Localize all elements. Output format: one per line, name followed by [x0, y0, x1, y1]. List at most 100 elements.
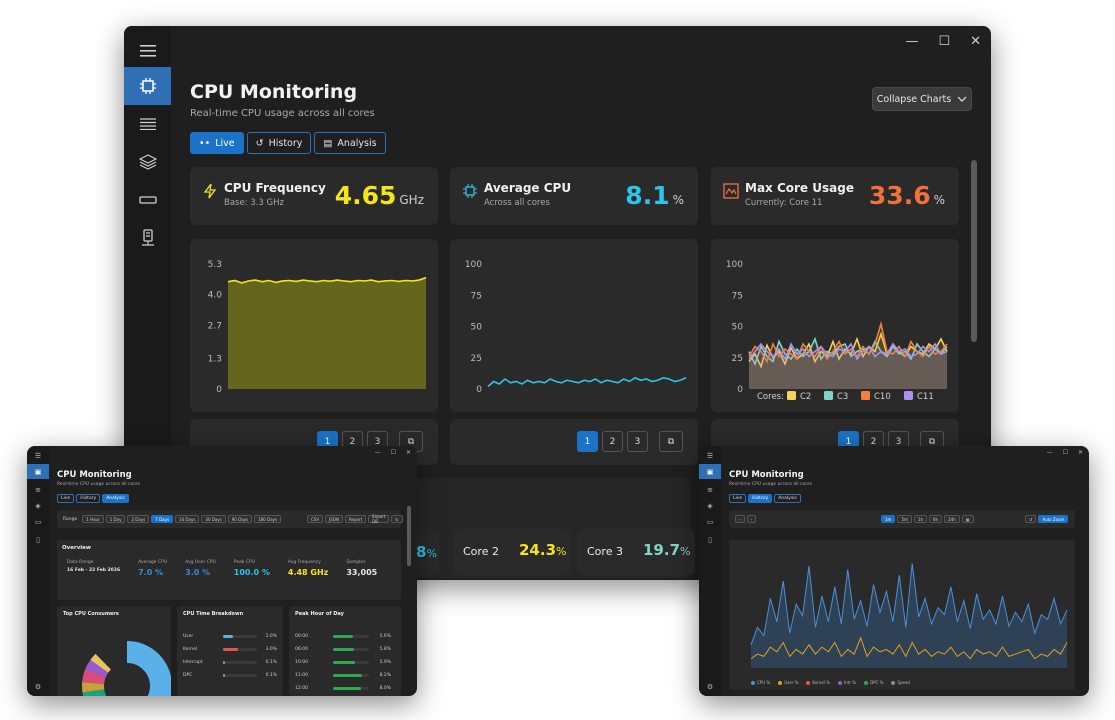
- view-tabs: •• Live ↺ History ▤ Analysis: [190, 132, 386, 154]
- layers-nav-icon[interactable]: ◈: [707, 501, 713, 510]
- overview-title: Overview: [62, 545, 91, 551]
- minimize-icon[interactable]: —: [374, 449, 381, 456]
- range-button[interactable]: 7 Days: [151, 515, 174, 523]
- range-button[interactable]: 14 Days: [175, 515, 200, 523]
- list-nav-icon[interactable]: ≡: [707, 485, 713, 494]
- tab-live[interactable]: Live: [729, 494, 747, 503]
- range-button[interactable]: 1 Hour: [82, 515, 104, 523]
- scrollbar[interactable]: [407, 506, 411, 566]
- tab-live[interactable]: •• Live: [190, 132, 244, 154]
- tab-analysis-label: Analysis: [337, 137, 377, 149]
- refresh-icon[interactable]: ↻: [391, 515, 403, 523]
- span-button[interactable]: 6h: [929, 515, 943, 523]
- hour-value: 5.6%: [379, 634, 391, 639]
- close-icon[interactable]: ✕: [405, 449, 411, 456]
- export-db-button[interactable]: Export DB: [368, 514, 390, 524]
- hamburger-menu-icon[interactable]: [124, 32, 171, 70]
- hour-row: 11:00 8.2%: [295, 669, 391, 682]
- tab-history[interactable]: ↺ History: [246, 132, 312, 154]
- cpu-nav-icon[interactable]: ▣: [27, 464, 49, 479]
- settings-icon[interactable]: ⚙: [34, 682, 42, 691]
- page-button[interactable]: 2: [602, 431, 623, 452]
- legend-label: Intr %: [844, 680, 857, 685]
- tab-history[interactable]: History: [76, 494, 101, 503]
- area-fill: [749, 324, 947, 389]
- overview-label: Average CPU: [138, 560, 168, 565]
- overview-value: 16 Feb - 22 Feb 2026: [67, 568, 121, 573]
- span-button[interactable]: 24h: [944, 515, 960, 523]
- hour-label: 11:00: [295, 673, 308, 678]
- range-button[interactable]: 180 Days: [254, 515, 281, 523]
- minimize-icon[interactable]: —: [1046, 449, 1053, 456]
- server-nav-icon[interactable]: [124, 219, 171, 257]
- cpu-frequency-card: CPU Frequency Base: 3.3 GHz 4.65 GHz: [190, 167, 438, 225]
- core-value: 19.7%: [643, 541, 690, 559]
- tab-analysis[interactable]: Analysis: [774, 494, 801, 503]
- range-button[interactable]: 90 Days: [227, 515, 253, 523]
- range-button[interactable]: 1 Day: [105, 515, 126, 523]
- maximize-icon[interactable]: ☐: [1062, 449, 1068, 456]
- y-tick-label: 4.0: [208, 291, 223, 301]
- range-button[interactable]: 2 Days: [127, 515, 150, 523]
- legend-label: C3: [837, 392, 848, 402]
- breakdown-bar: [223, 648, 257, 651]
- maximize-icon[interactable]: ☐: [390, 449, 396, 456]
- scrollbar[interactable]: [971, 160, 977, 342]
- collapse-charts-button[interactable]: Collapse Charts: [872, 87, 972, 111]
- list-nav-icon[interactable]: [124, 105, 171, 143]
- layers-nav-icon[interactable]: ◈: [35, 501, 41, 510]
- y-tick-label: 2.7: [208, 321, 222, 331]
- reset-zoom-icon[interactable]: ↺: [1025, 515, 1037, 523]
- span-button[interactable]: 5m: [897, 515, 912, 523]
- export-json-button[interactable]: JSON: [325, 515, 343, 523]
- history-chart: [750, 563, 1068, 668]
- series-line: [487, 376, 687, 388]
- legend-label: C2: [800, 392, 811, 402]
- breakdown-bar: [223, 661, 257, 664]
- auto-zoom-button[interactable]: Auto Zoom: [1038, 515, 1069, 523]
- settings-icon[interactable]: ⚙: [706, 682, 714, 691]
- page-button[interactable]: 1: [577, 431, 598, 452]
- memory-nav-icon[interactable]: ▭: [34, 517, 42, 526]
- export-csv-button[interactable]: CSV: [307, 515, 324, 523]
- range-buttons: Range 1 Hour 1 Day 2 Days 7 Days 14 Days…: [63, 515, 281, 523]
- history-window: ☰ ▣ ≡ ◈ ▭ ▯ ⚙ — ☐ ✕ CPU Monitoring Real-ti…: [699, 446, 1089, 696]
- calendar-icon[interactable]: ▦: [961, 515, 974, 523]
- server-nav-icon[interactable]: ▯: [36, 535, 40, 544]
- list-nav-icon[interactable]: ≡: [35, 485, 41, 494]
- close-icon[interactable]: ✕: [970, 34, 981, 49]
- maximize-icon[interactable]: ☐: [938, 34, 951, 49]
- span-button[interactable]: 1h: [913, 515, 927, 523]
- cpu-nav-icon[interactable]: ▣: [699, 464, 721, 479]
- window-controls: — ☐ ✕: [1047, 449, 1083, 456]
- memory-nav-icon[interactable]: ▭: [706, 517, 714, 526]
- memory-nav-icon[interactable]: [124, 181, 171, 219]
- tab-analysis[interactable]: Analysis: [102, 494, 129, 503]
- minimize-icon[interactable]: —: [905, 34, 919, 49]
- range-button[interactable]: 30 Days: [201, 515, 226, 523]
- legend-dot: [838, 680, 843, 685]
- next-icon[interactable]: ›: [746, 515, 757, 523]
- prev-icon[interactable]: ‹: [735, 515, 745, 523]
- stat-value-number: 33.6: [868, 181, 931, 210]
- legend-dot: [864, 680, 869, 685]
- span-button[interactable]: 1m: [881, 515, 896, 523]
- hour-row: 10:00 5.9%: [295, 656, 391, 669]
- zoom-controls: ↺ Auto Zoom: [1025, 515, 1069, 523]
- hamburger-menu-icon[interactable]: ☰: [706, 451, 714, 460]
- overview-item: Peak CPU 100.0 %: [234, 560, 270, 577]
- y-tick-label: 25: [471, 354, 482, 364]
- tab-history[interactable]: History: [748, 494, 773, 503]
- export-report-button[interactable]: Report: [344, 515, 367, 523]
- tab-analysis[interactable]: ▤ Analysis: [314, 132, 386, 154]
- overview-item: Avg Frequency 4.48 GHz: [288, 560, 328, 577]
- close-icon[interactable]: ✕: [1077, 449, 1083, 456]
- cpu-nav-icon[interactable]: [124, 67, 171, 105]
- hamburger-menu-icon[interactable]: ☰: [34, 451, 42, 460]
- layers-nav-icon[interactable]: [124, 143, 171, 181]
- tab-live[interactable]: Live: [57, 494, 75, 503]
- page-button[interactable]: 3: [627, 431, 648, 452]
- popout-icon[interactable]: ⧉: [659, 431, 683, 452]
- panel-title: CPU Time Breakdown: [183, 611, 244, 617]
- server-nav-icon[interactable]: ▯: [708, 535, 712, 544]
